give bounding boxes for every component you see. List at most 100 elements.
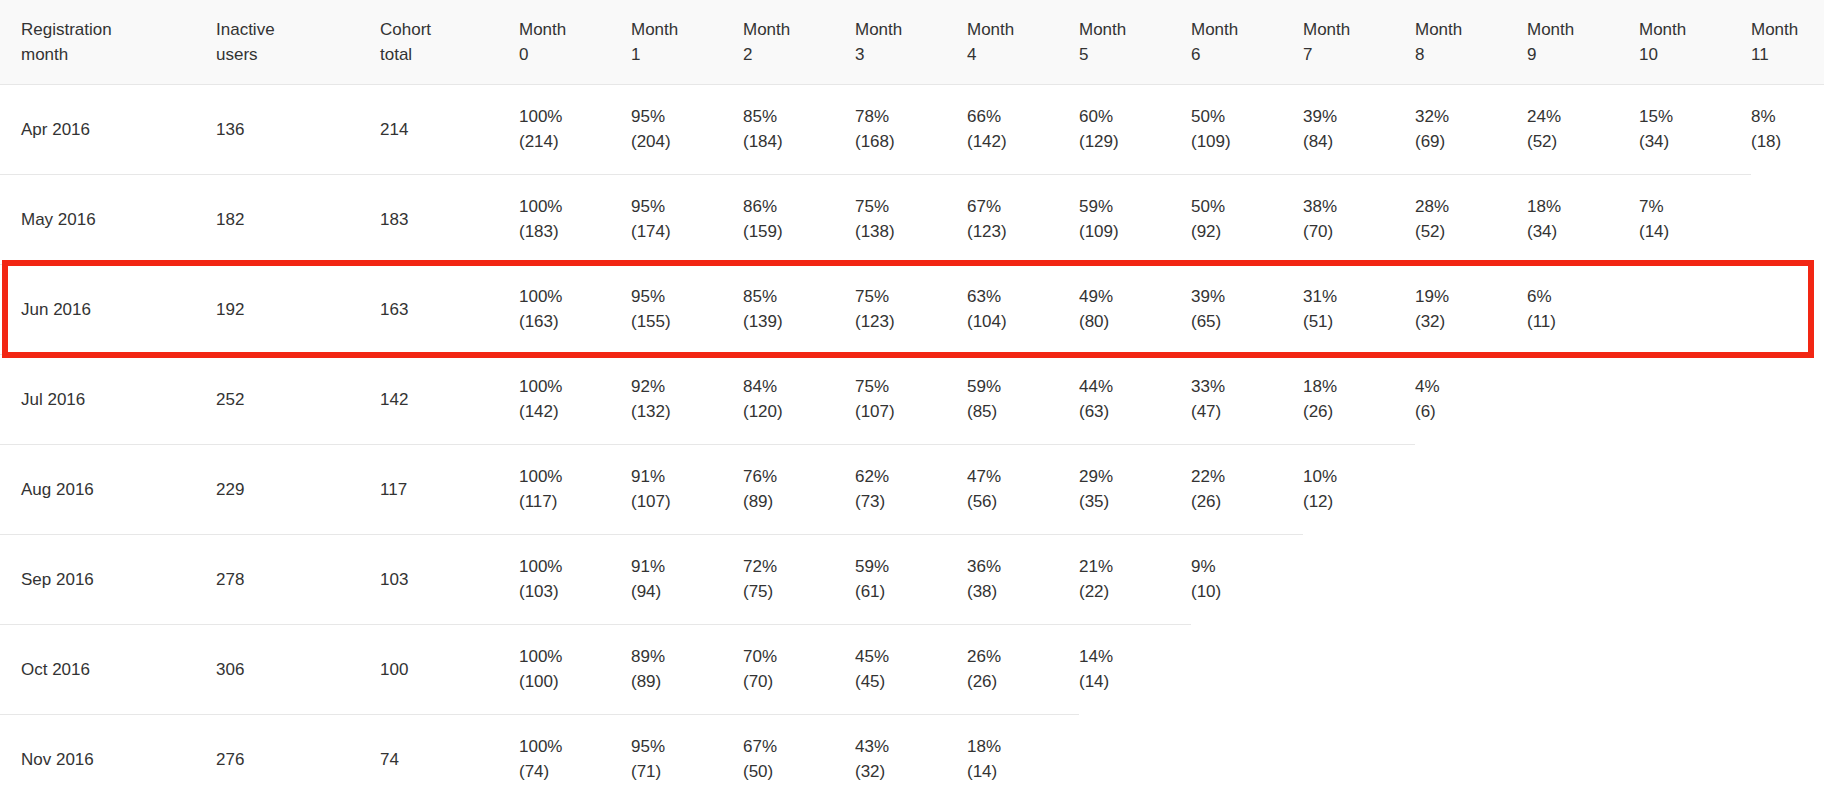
column-header: Month 4 xyxy=(967,0,1079,84)
retention-percent: 59% xyxy=(855,554,967,579)
retention-percent: 100% xyxy=(519,194,631,219)
retention-cell: 91%(94) xyxy=(631,534,743,624)
empty-cell xyxy=(1191,714,1303,804)
retention-cell: 95%(155) xyxy=(631,264,743,354)
empty-cell xyxy=(1303,534,1415,624)
retention-count: (6) xyxy=(1415,399,1527,424)
retention-percent: 60% xyxy=(1079,104,1191,129)
retention-cell: 21%(22) xyxy=(1079,534,1191,624)
retention-cell: 39%(84) xyxy=(1303,84,1415,174)
retention-count: (107) xyxy=(631,489,743,514)
table-row: Aug 2016229117100%(117)91%(107)76%(89)62… xyxy=(0,444,1824,534)
retention-percent: 8% xyxy=(1751,104,1824,129)
retention-count: (50) xyxy=(743,759,855,784)
retention-cell: 15%(34) xyxy=(1639,84,1751,174)
retention-count: (61) xyxy=(855,579,967,604)
retention-cell: 72%(75) xyxy=(743,534,855,624)
retention-cell: 95%(174) xyxy=(631,174,743,264)
retention-percent: 39% xyxy=(1303,104,1415,129)
retention-count: (89) xyxy=(631,669,743,694)
retention-cell: 100%(103) xyxy=(519,534,631,624)
retention-count: (32) xyxy=(855,759,967,784)
retention-count: (138) xyxy=(855,219,967,244)
retention-cell: 100%(142) xyxy=(519,354,631,444)
retention-cell: 4%(6) xyxy=(1415,354,1527,444)
retention-percent: 18% xyxy=(1527,194,1639,219)
retention-percent: 95% xyxy=(631,734,743,759)
registration-month-cell: Aug 2016 xyxy=(0,444,216,534)
retention-percent: 95% xyxy=(631,284,743,309)
retention-percent: 62% xyxy=(855,464,967,489)
retention-count: (22) xyxy=(1079,579,1191,604)
retention-cell: 59%(85) xyxy=(967,354,1079,444)
table-row: Jul 2016252142100%(142)92%(132)84%(120)7… xyxy=(0,354,1824,444)
retention-count: (85) xyxy=(967,399,1079,424)
retention-percent: 85% xyxy=(743,284,855,309)
retention-count: (204) xyxy=(631,129,743,154)
inactive-users-cell: 136 xyxy=(216,84,380,174)
retention-count: (80) xyxy=(1079,309,1191,334)
empty-cell xyxy=(1191,624,1303,714)
retention-cell: 19%(32) xyxy=(1415,264,1527,354)
retention-percent: 67% xyxy=(743,734,855,759)
retention-count: (75) xyxy=(743,579,855,604)
retention-cell: 32%(69) xyxy=(1415,84,1527,174)
empty-cell xyxy=(1079,714,1191,804)
retention-cell: 59%(61) xyxy=(855,534,967,624)
empty-cell xyxy=(1639,444,1751,534)
retention-cell: 75%(138) xyxy=(855,174,967,264)
table-row: Nov 201627674100%(74)95%(71)67%(50)43%(3… xyxy=(0,714,1824,804)
retention-percent: 32% xyxy=(1415,104,1527,129)
retention-percent: 43% xyxy=(855,734,967,759)
empty-cell xyxy=(1639,624,1751,714)
retention-count: (123) xyxy=(855,309,967,334)
empty-cell xyxy=(1527,444,1639,534)
retention-cell: 18%(14) xyxy=(967,714,1079,804)
retention-count: (155) xyxy=(631,309,743,334)
retention-count: (12) xyxy=(1303,489,1415,514)
retention-percent: 4% xyxy=(1415,374,1527,399)
retention-cell: 78%(168) xyxy=(855,84,967,174)
retention-percent: 7% xyxy=(1639,194,1751,219)
retention-cell: 7%(14) xyxy=(1639,174,1751,264)
column-header: Month 11 xyxy=(1751,0,1824,84)
retention-cell: 24%(52) xyxy=(1527,84,1639,174)
retention-count: (183) xyxy=(519,219,631,244)
retention-cell: 6%(11) xyxy=(1527,264,1639,354)
inactive-users-cell: 182 xyxy=(216,174,380,264)
retention-cell: 95%(71) xyxy=(631,714,743,804)
retention-cell: 50%(92) xyxy=(1191,174,1303,264)
retention-cell: 60%(129) xyxy=(1079,84,1191,174)
cohort-table-page: Registration monthInactive usersCohort t… xyxy=(0,0,1838,806)
retention-count: (100) xyxy=(519,669,631,694)
retention-count: (89) xyxy=(743,489,855,514)
empty-cell xyxy=(1751,444,1824,534)
retention-count: (52) xyxy=(1415,219,1527,244)
empty-cell xyxy=(1527,534,1639,624)
retention-cell: 89%(89) xyxy=(631,624,743,714)
retention-cell: 33%(47) xyxy=(1191,354,1303,444)
registration-month-cell: Sep 2016 xyxy=(0,534,216,624)
retention-percent: 86% xyxy=(743,194,855,219)
retention-count: (71) xyxy=(631,759,743,784)
retention-cell: 95%(204) xyxy=(631,84,743,174)
column-header: Inactive users xyxy=(216,0,380,84)
column-header: Registration month xyxy=(0,0,216,84)
column-header: Month 6 xyxy=(1191,0,1303,84)
retention-count: (94) xyxy=(631,579,743,604)
retention-count: (214) xyxy=(519,129,631,154)
retention-count: (73) xyxy=(855,489,967,514)
empty-cell xyxy=(1415,534,1527,624)
retention-cell: 70%(70) xyxy=(743,624,855,714)
retention-cell: 14%(14) xyxy=(1079,624,1191,714)
column-header: Month 3 xyxy=(855,0,967,84)
retention-cell: 26%(26) xyxy=(967,624,1079,714)
retention-count: (56) xyxy=(967,489,1079,514)
retention-percent: 67% xyxy=(967,194,1079,219)
inactive-users-cell: 252 xyxy=(216,354,380,444)
retention-percent: 24% xyxy=(1527,104,1639,129)
retention-count: (26) xyxy=(967,669,1079,694)
retention-cell: 92%(132) xyxy=(631,354,743,444)
retention-count: (70) xyxy=(743,669,855,694)
retention-cell: 100%(183) xyxy=(519,174,631,264)
